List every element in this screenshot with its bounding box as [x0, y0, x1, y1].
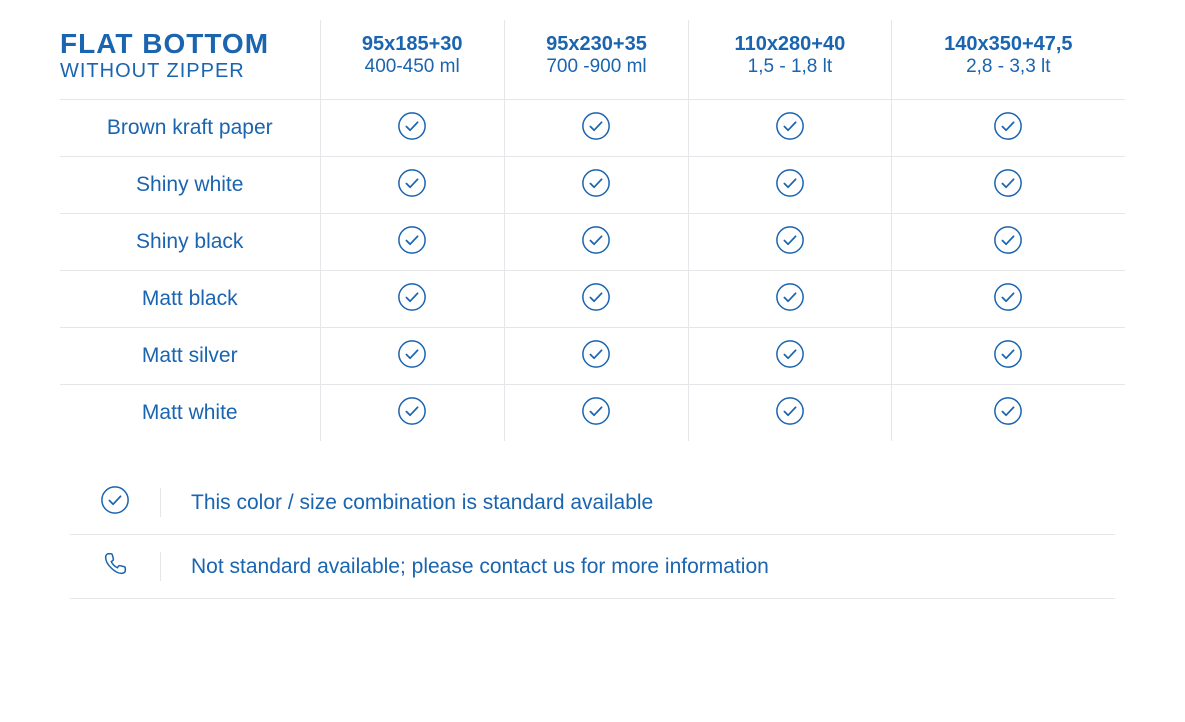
- row-label: Matt white: [60, 385, 320, 442]
- column-header: 140x350+47,5 2,8 - 3,3 lt: [891, 20, 1125, 100]
- column-size: 140x350+47,5: [892, 33, 1125, 56]
- check-icon: [397, 299, 427, 316]
- table-row: Shiny white: [60, 157, 1125, 214]
- check-icon: [397, 185, 427, 202]
- row-label: Brown kraft paper: [60, 100, 320, 157]
- availability-cell: [891, 328, 1125, 385]
- legend-row: Not standard available; please contact u…: [70, 535, 1115, 599]
- column-header: 95x230+35 700 -900 ml: [504, 20, 688, 100]
- check-icon: [581, 413, 611, 430]
- availability-cell: [504, 214, 688, 271]
- table-row: Matt black: [60, 271, 1125, 328]
- column-header: 95x185+30 400-450 ml: [320, 20, 504, 100]
- availability-cell: [689, 328, 891, 385]
- phone-icon: [100, 549, 130, 584]
- availability-cell: [689, 100, 891, 157]
- table-title: FLAT BOTTOM: [60, 28, 320, 60]
- check-icon: [775, 242, 805, 259]
- availability-cell: [689, 271, 891, 328]
- legend: This color / size combination is standar…: [70, 471, 1115, 599]
- column-header: 110x280+40 1,5 - 1,8 lt: [689, 20, 891, 100]
- table-header-row: FLAT BOTTOM WITHOUT ZIPPER 95x185+30 400…: [60, 20, 1125, 100]
- availability-cell: [504, 271, 688, 328]
- table-row: Brown kraft paper: [60, 100, 1125, 157]
- check-icon: [775, 356, 805, 373]
- check-icon: [581, 356, 611, 373]
- check-icon: [581, 299, 611, 316]
- check-icon: [775, 128, 805, 145]
- availability-cell: [891, 271, 1125, 328]
- table-subtitle: WITHOUT ZIPPER: [60, 60, 320, 83]
- row-label: Shiny black: [60, 214, 320, 271]
- column-volume: 1,5 - 1,8 lt: [689, 56, 890, 78]
- table-title-cell: FLAT BOTTOM WITHOUT ZIPPER: [60, 20, 320, 100]
- availability-cell: [504, 100, 688, 157]
- availability-cell: [320, 271, 504, 328]
- check-icon: [775, 299, 805, 316]
- legend-text: Not standard available; please contact u…: [160, 552, 769, 581]
- row-label: Shiny white: [60, 157, 320, 214]
- availability-cell: [689, 157, 891, 214]
- check-icon: [775, 413, 805, 430]
- legend-icon-wrap: [70, 485, 160, 520]
- check-icon: [993, 128, 1023, 145]
- availability-cell: [689, 214, 891, 271]
- check-icon: [397, 128, 427, 145]
- check-icon: [581, 128, 611, 145]
- check-icon: [993, 299, 1023, 316]
- availability-cell: [504, 328, 688, 385]
- availability-cell: [320, 100, 504, 157]
- check-icon: [993, 356, 1023, 373]
- column-volume: 2,8 - 3,3 lt: [892, 56, 1125, 78]
- check-icon: [993, 413, 1023, 430]
- availability-cell: [504, 157, 688, 214]
- check-icon: [100, 485, 130, 520]
- availability-cell: [320, 157, 504, 214]
- check-icon: [397, 242, 427, 259]
- check-icon: [775, 185, 805, 202]
- availability-cell: [320, 214, 504, 271]
- row-label: Matt black: [60, 271, 320, 328]
- table-row: Matt white: [60, 385, 1125, 442]
- table-row: Matt silver: [60, 328, 1125, 385]
- availability-cell: [891, 214, 1125, 271]
- table-container: FLAT BOTTOM WITHOUT ZIPPER 95x185+30 400…: [0, 0, 1185, 619]
- availability-cell: [320, 328, 504, 385]
- check-icon: [993, 185, 1023, 202]
- availability-cell: [891, 157, 1125, 214]
- row-label: Matt silver: [60, 328, 320, 385]
- legend-text: This color / size combination is standar…: [160, 488, 653, 517]
- check-icon: [397, 413, 427, 430]
- legend-icon-wrap: [70, 549, 160, 584]
- availability-table: FLAT BOTTOM WITHOUT ZIPPER 95x185+30 400…: [60, 20, 1125, 441]
- availability-cell: [689, 385, 891, 442]
- column-size: 95x230+35: [505, 33, 688, 56]
- availability-cell: [891, 385, 1125, 442]
- availability-cell: [891, 100, 1125, 157]
- table-row: Shiny black: [60, 214, 1125, 271]
- check-icon: [581, 185, 611, 202]
- availability-cell: [504, 385, 688, 442]
- availability-cell: [320, 385, 504, 442]
- check-icon: [397, 356, 427, 373]
- column-size: 95x185+30: [321, 33, 504, 56]
- column-size: 110x280+40: [689, 33, 890, 56]
- check-icon: [581, 242, 611, 259]
- column-volume: 700 -900 ml: [505, 56, 688, 78]
- column-volume: 400-450 ml: [321, 56, 504, 78]
- check-icon: [993, 242, 1023, 259]
- legend-row: This color / size combination is standar…: [70, 471, 1115, 535]
